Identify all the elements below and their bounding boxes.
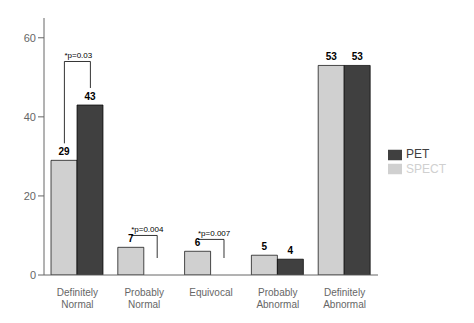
svg-text:*p=0.03: *p=0.03	[64, 51, 92, 60]
svg-text:43: 43	[84, 91, 96, 102]
svg-text:4: 4	[288, 245, 294, 256]
svg-text:ProbablyNormal: ProbablyNormal	[124, 287, 163, 310]
svg-text:7: 7	[128, 233, 134, 244]
svg-text:*p=0.004: *p=0.004	[131, 225, 164, 234]
html-text:PET: PET	[406, 146, 430, 161]
svg-text:DefinitelyNormal: DefinitelyNormal	[57, 287, 98, 310]
svg-text:DefinitelyAbnormal: DefinitelyAbnormal	[323, 287, 366, 310]
svg-text:0: 0	[30, 269, 36, 281]
svg-text:53: 53	[352, 51, 364, 62]
svg-text:ProbablyAbnormal: ProbablyAbnormal	[256, 287, 299, 310]
svg-text:40: 40	[24, 111, 36, 123]
svg-text:6: 6	[195, 237, 201, 248]
svg-text:20: 20	[24, 190, 36, 202]
svg-text:60: 60	[24, 32, 36, 44]
html-text:SPECT: SPECT	[406, 161, 446, 176]
svg-text:5: 5	[262, 241, 268, 252]
svg-text:53: 53	[326, 51, 338, 62]
svg-text:*p=0.007: *p=0.007	[198, 229, 231, 238]
svg-text:29: 29	[58, 146, 70, 157]
svg-text:Equivocal: Equivocal	[189, 287, 232, 298]
